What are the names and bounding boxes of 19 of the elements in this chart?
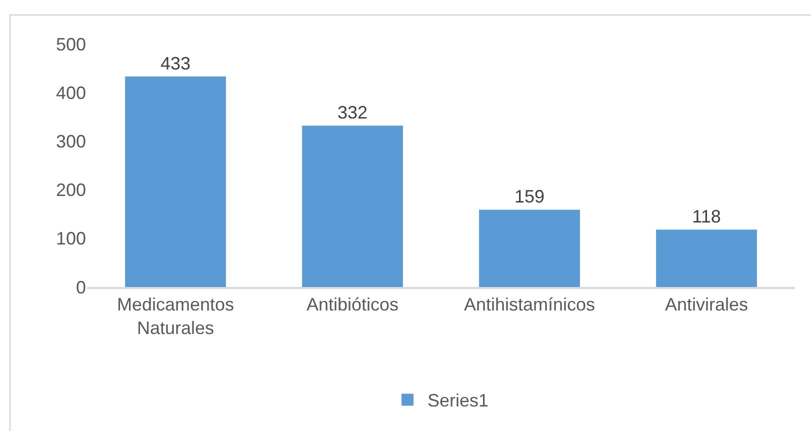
- x-tick-label: Antihistamínicos: [464, 294, 596, 314]
- data-label: 159: [514, 186, 545, 207]
- x-tick-label: Medicamentos Naturales: [116, 294, 234, 338]
- data-label: 332: [337, 102, 368, 123]
- y-tick-label: 100: [56, 228, 86, 249]
- bar: [656, 230, 757, 287]
- data-label: 433: [160, 54, 191, 74]
- y-tick-label: 0: [76, 277, 86, 298]
- x-tick-label: Antivirales: [664, 294, 748, 314]
- bar: [479, 210, 580, 287]
- y-tick-label: 400: [56, 82, 86, 103]
- y-tick-label: 200: [56, 180, 86, 200]
- x-tick-label: Antibióticos: [306, 294, 399, 314]
- data-label: 118: [692, 206, 721, 227]
- bar: [125, 76, 226, 287]
- y-tick-label: 300: [56, 132, 86, 152]
- legend-label: Series1: [428, 390, 489, 411]
- bar: [302, 126, 403, 287]
- y-tick-label: 500: [56, 34, 86, 54]
